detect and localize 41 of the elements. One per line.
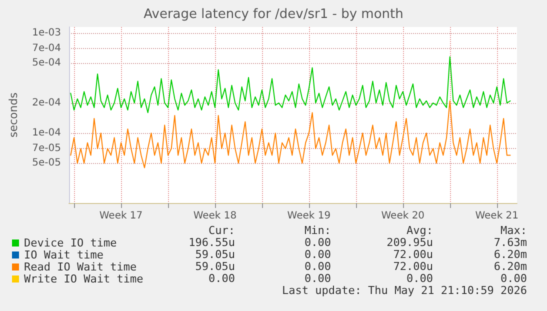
text: 0.00: [208, 272, 235, 285]
y-tick-label: 5e-05: [32, 158, 61, 169]
text: 6.20m: [494, 260, 528, 273]
chart-title: Average latency for /dev/sr1 - by month: [144, 7, 404, 22]
y-tick-label: 1e-03: [32, 28, 61, 39]
x-tick-label: Week 18: [193, 210, 237, 222]
x-tick-label: Week 17: [99, 210, 143, 222]
line-series: [70, 56, 511, 114]
text: 0.00: [304, 248, 331, 261]
text: 0.00: [500, 272, 527, 285]
text: Min:: [304, 224, 331, 237]
text: Cur:: [208, 224, 235, 237]
x-tick-label: Week 20: [381, 210, 425, 222]
legend-label: IO Wait time: [24, 248, 104, 262]
y-tick-label: 2e-04: [32, 97, 61, 108]
y-tick-label: 7e-04: [32, 43, 61, 54]
text: 59.05u: [195, 260, 235, 273]
y-tick-label: 1e-04: [32, 128, 61, 139]
x-tick-label: Week 19: [287, 210, 331, 222]
text: 0.00: [406, 272, 433, 285]
y-tick-label: 5e-04: [32, 58, 61, 69]
x-tick-label: Week 21: [475, 210, 519, 222]
text: 0.00: [304, 236, 331, 249]
text: Last update: Thu May 21 21:10:59 2026: [282, 284, 528, 297]
text: 7.63m: [494, 236, 528, 249]
text: 0.00: [304, 272, 331, 285]
text: 59.05u: [195, 248, 235, 261]
text: 209.95u: [386, 236, 433, 249]
legend-label: Device IO time: [24, 236, 117, 250]
text: 196.55u: [188, 236, 235, 249]
text: 0.00: [304, 260, 331, 273]
line-series: [70, 100, 511, 168]
legend-label: Write IO Wait time: [24, 272, 144, 286]
text: 72.00u: [393, 260, 433, 273]
text: 6.20m: [494, 248, 528, 261]
text: Max:: [500, 224, 527, 237]
text: Avg:: [406, 224, 433, 237]
text: 72.00u: [393, 248, 433, 261]
legend-label: Read IO Wait time: [24, 260, 137, 274]
y-axis-title: seconds: [7, 92, 20, 138]
y-tick-label: 7e-05: [32, 143, 61, 154]
